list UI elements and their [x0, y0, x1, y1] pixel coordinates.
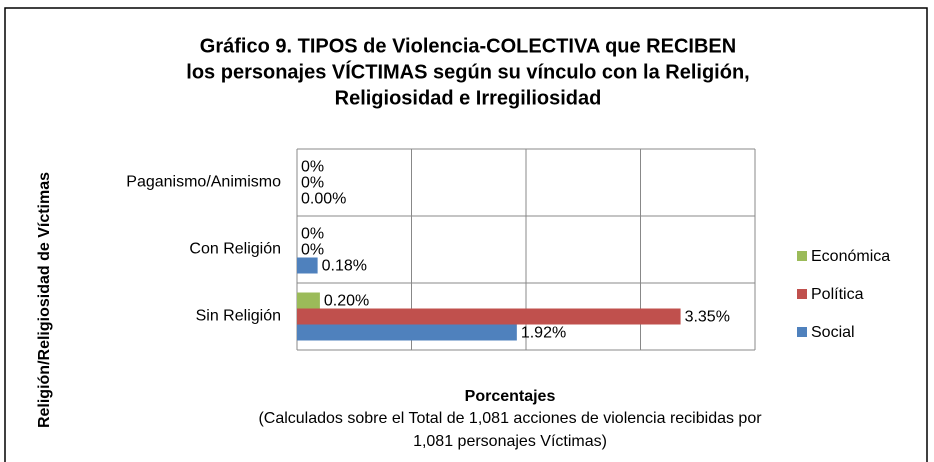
legend-label: Política [811, 286, 864, 303]
chart-title: Gráfico 9. TIPOS de Violencia-COLECTIVA … [200, 35, 736, 57]
x-axis-note: 1,081 personajes Víctimas) [413, 433, 607, 450]
chart-title: los personajes VÍCTIMAS según su vínculo… [186, 60, 749, 83]
data-label: 0% [301, 242, 324, 259]
bar [297, 308, 681, 325]
y-tick-label: Con Religión [189, 241, 281, 258]
legend-label: Económica [811, 248, 890, 265]
chart-frame [4, 7, 928, 462]
y-tick-label: Sin Religión [196, 308, 281, 325]
data-label: 0.18% [322, 258, 367, 275]
chart-title: Religiosidad e Irregiliosidad [335, 87, 602, 109]
y-tick-label: Paganismo/Animismo [126, 174, 281, 191]
data-label: 0% [301, 159, 324, 176]
data-label: 0.20% [324, 293, 369, 310]
data-label: 1.92% [521, 325, 566, 342]
data-label: 3.35% [685, 309, 730, 326]
y-axis-label: Religión/Religiosidad de Víctimas [36, 172, 53, 428]
legend-label: Social [811, 324, 855, 341]
x-axis-label: Porcentajes [465, 388, 556, 405]
legend-swatch [797, 251, 807, 261]
data-label: 0% [301, 175, 324, 192]
bar [297, 257, 318, 274]
data-label: 0.00% [301, 191, 346, 208]
bar [297, 324, 517, 341]
legend-swatch [797, 289, 807, 299]
bar [297, 292, 320, 309]
data-label: 0% [301, 226, 324, 243]
legend-swatch [797, 327, 807, 337]
x-axis-note: (Calculados sobre el Total de 1,081 acci… [258, 410, 762, 427]
